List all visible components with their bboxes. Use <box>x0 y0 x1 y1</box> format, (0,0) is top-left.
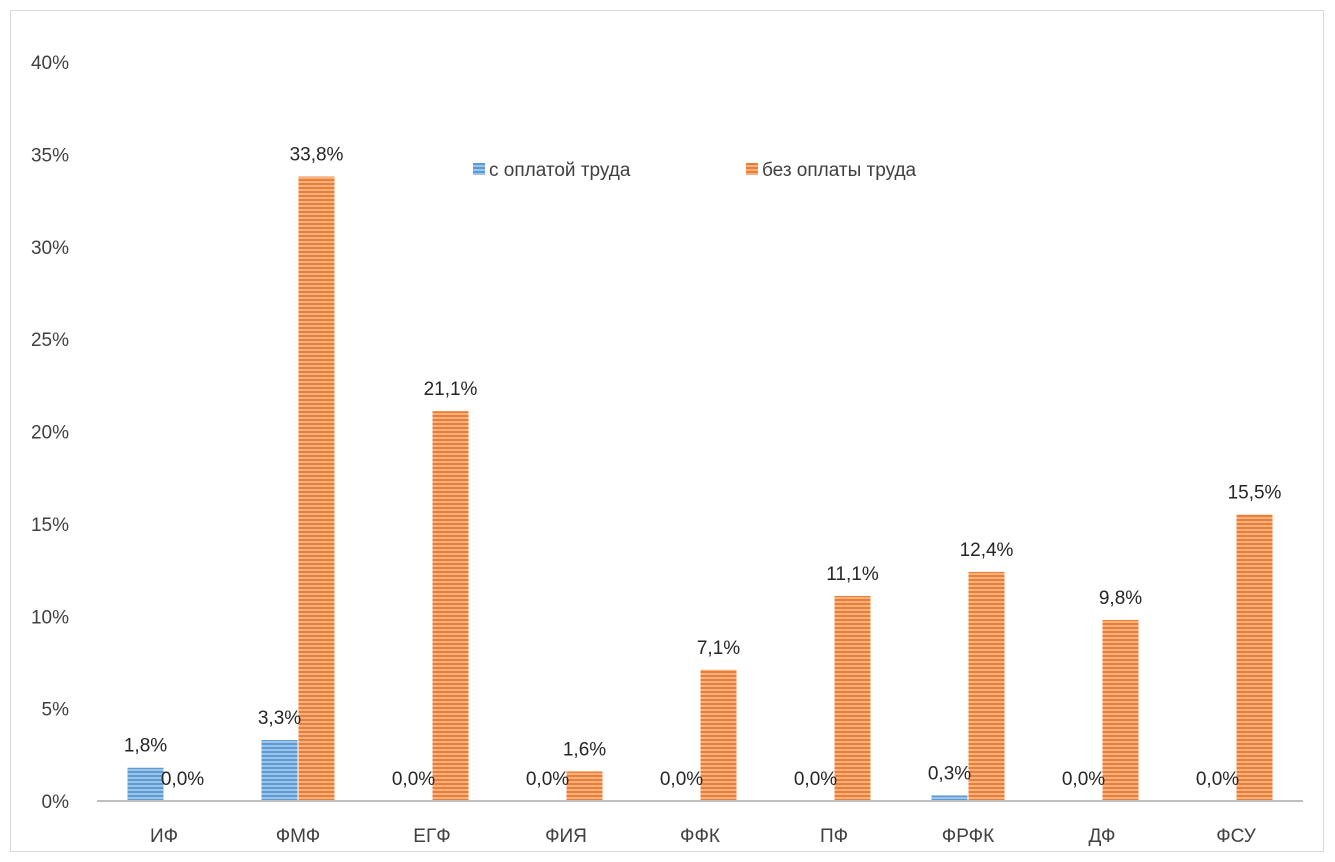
data-label: 11,1% <box>826 564 879 585</box>
data-label: 0,0% <box>392 769 435 790</box>
data-label: 3,3% <box>258 708 301 729</box>
bar <box>127 767 164 801</box>
x-tick-label: ДФ <box>1089 826 1116 847</box>
legend: с оплатой труда без оплаты труда <box>473 160 917 181</box>
data-label: 0,0% <box>660 769 703 790</box>
y-tick-label: 25% <box>31 330 69 351</box>
bar <box>931 795 968 801</box>
y-tick-label: 10% <box>31 607 69 628</box>
legend-label: с оплатой труда <box>489 160 631 181</box>
legend-swatch <box>746 163 758 175</box>
data-label: 7,1% <box>697 638 740 659</box>
bar <box>834 595 871 801</box>
chart-frame: 0% 5% 10% 15% 20% 25% 30% 35% 40% 1,8% 0,0% 3,3% 33… <box>10 10 1324 852</box>
data-label: 0,0% <box>161 769 204 790</box>
data-label: 0,0% <box>1196 769 1239 790</box>
data-label: 9,8% <box>1099 588 1142 609</box>
bar <box>968 571 1005 801</box>
data-label: 0,3% <box>928 763 971 784</box>
data-labels: 1,8% 0,0% 3,3% 33,8% 0,0% 21,1% 0,0% 1,6% 0,0% 7,… <box>124 145 1282 790</box>
y-tick-label: 5% <box>42 700 70 721</box>
x-tick-label: ФСУ <box>1216 826 1257 847</box>
bar <box>1236 514 1273 801</box>
data-label: 1,8% <box>124 736 167 757</box>
x-tick-label: ФРФК <box>942 826 994 847</box>
x-tick-label: ЕГФ <box>413 826 450 847</box>
bar <box>432 411 469 801</box>
bar <box>700 669 737 801</box>
x-tick-label: ФФК <box>680 826 720 847</box>
bar <box>566 771 603 801</box>
data-label: 21,1% <box>424 379 478 400</box>
x-tick-label: ФМФ <box>276 826 321 847</box>
data-label: 0,0% <box>794 769 837 790</box>
data-label: 0,0% <box>526 769 569 790</box>
x-tick-label: ПФ <box>820 826 848 847</box>
y-tick-label: 35% <box>31 145 69 166</box>
data-label: 12,4% <box>960 540 1014 561</box>
y-tick-label: 0% <box>42 792 70 813</box>
y-axis-tick-labels: 0% 5% 10% 15% 20% 25% 30% 35% 40% <box>31 53 69 813</box>
bar <box>1102 619 1139 801</box>
y-tick-label: 20% <box>31 423 69 444</box>
x-tick-label: ИФ <box>150 826 178 847</box>
legend-label: без оплаты труда <box>762 160 917 181</box>
bars <box>127 176 1273 802</box>
y-tick-label: 30% <box>31 238 69 259</box>
data-label: 1,6% <box>563 739 606 760</box>
y-tick-label: 15% <box>31 515 69 536</box>
legend-swatch <box>473 163 485 175</box>
bar-chart: 0% 5% 10% 15% 20% 25% 30% 35% 40% 1,8% 0,0% 3,3% 33… <box>31 53 1303 847</box>
x-tick-label: ФИЯ <box>545 826 587 847</box>
data-label: 15,5% <box>1228 483 1282 504</box>
bar <box>261 740 298 801</box>
data-label: 0,0% <box>1062 769 1105 790</box>
bar <box>298 176 335 802</box>
x-axis-tick-labels: ИФ ФМФ ЕГФ ФИЯ ФФК ПФ ФРФК ДФ ФСУ <box>150 826 1257 847</box>
data-label: 33,8% <box>290 145 344 166</box>
y-tick-label: 40% <box>31 53 69 74</box>
